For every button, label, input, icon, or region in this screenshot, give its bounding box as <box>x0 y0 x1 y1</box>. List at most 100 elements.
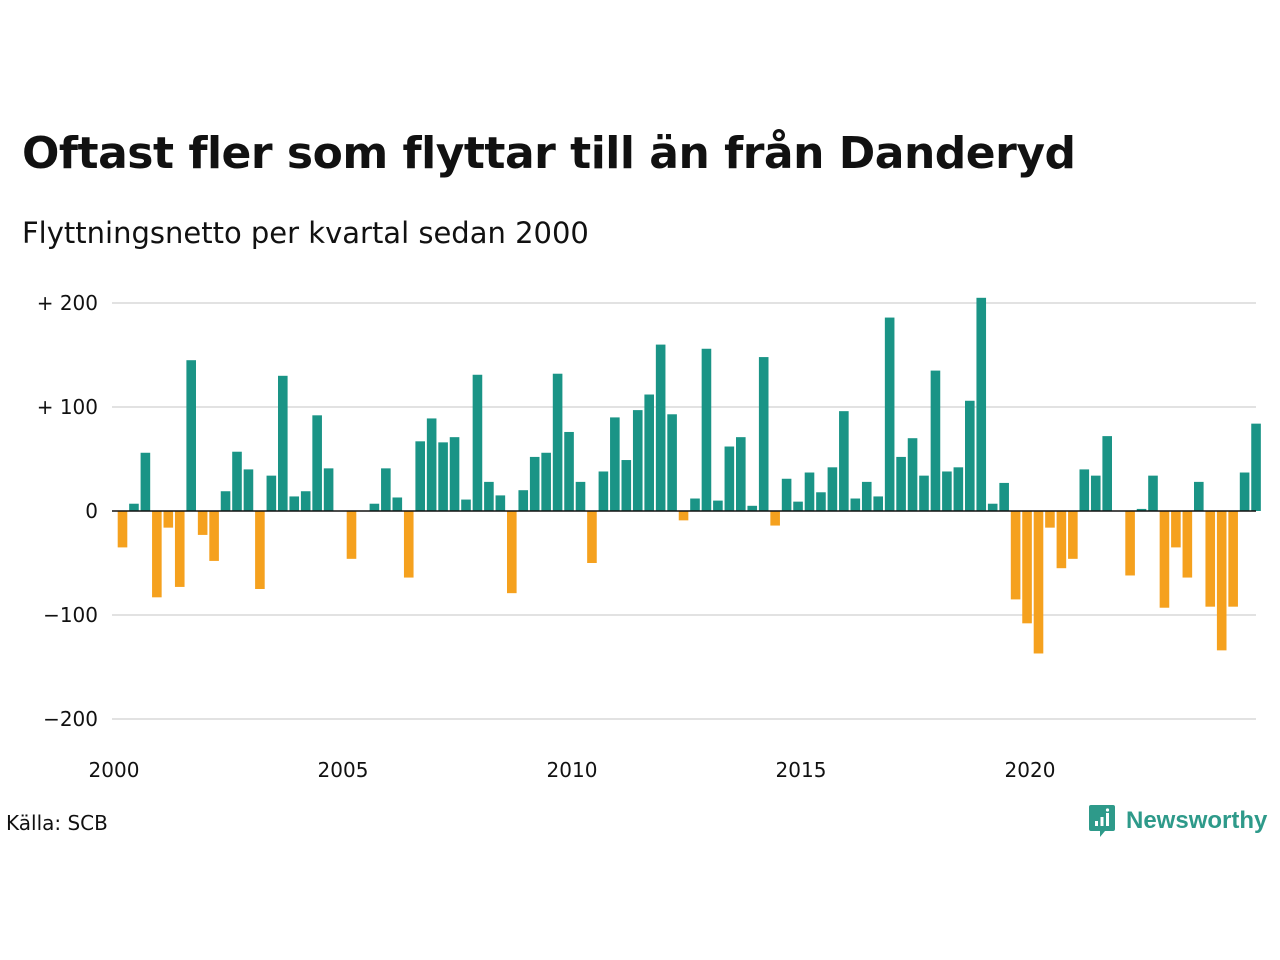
bar <box>484 481 494 511</box>
bar <box>564 431 574 511</box>
bar <box>930 370 941 511</box>
bar <box>587 511 597 563</box>
y-tick-label: −100 <box>43 603 98 627</box>
bar <box>1056 511 1067 569</box>
bar <box>552 373 563 511</box>
bar <box>403 511 414 578</box>
x-tick-label: 2010 <box>547 758 598 782</box>
chart-subtitle: Flyttningsnetto per kvartal sedan 2000 <box>22 216 589 250</box>
y-tick-label: + 100 <box>37 395 98 419</box>
y-tick-label: 0 <box>85 499 98 523</box>
bar <box>472 374 483 511</box>
bar <box>804 472 815 511</box>
bar <box>690 498 700 511</box>
bar <box>701 348 712 511</box>
bar <box>255 511 265 589</box>
bar <box>415 441 425 511</box>
bar <box>449 437 460 511</box>
bar <box>1125 511 1135 576</box>
bar <box>575 481 586 511</box>
bar <box>1010 511 1021 600</box>
chart-title: Oftast fler som flyttar till än från Dan… <box>22 128 1076 179</box>
bar <box>884 317 895 511</box>
bar <box>781 478 792 511</box>
x-tick-label: 2015 <box>776 758 827 782</box>
bar <box>999 482 1009 511</box>
bar <box>839 411 849 511</box>
bar <box>438 442 448 511</box>
bar <box>369 503 380 511</box>
bar <box>312 415 322 511</box>
bar <box>1045 511 1055 528</box>
bar <box>1239 472 1250 511</box>
bar <box>678 511 689 521</box>
bar <box>381 468 391 511</box>
newsworthy-logo-icon <box>1089 805 1115 837</box>
bar <box>1102 436 1112 511</box>
x-tick-label: 2000 <box>89 758 140 782</box>
bar <box>392 497 403 511</box>
bar <box>129 503 139 511</box>
bar <box>1194 481 1204 511</box>
bar <box>758 357 769 511</box>
bar <box>1251 423 1261 511</box>
y-tick-label: −200 <box>43 707 98 731</box>
bar <box>152 511 162 598</box>
y-tick-label: + 200 <box>37 291 98 315</box>
bar <box>850 498 861 511</box>
bar <box>942 471 952 511</box>
brand-name: Newsworthy <box>1126 807 1268 834</box>
bar <box>529 456 540 511</box>
bar <box>163 511 174 528</box>
source-label: Källa: SCB <box>6 811 108 835</box>
bar <box>278 375 288 511</box>
bar <box>632 410 643 511</box>
bar <box>1171 511 1181 548</box>
x-tick-label: 2020 <box>1005 758 1056 782</box>
bar <box>461 499 471 511</box>
bar <box>117 511 128 548</box>
bar <box>1090 475 1101 511</box>
bar <box>518 490 529 511</box>
bar <box>724 446 735 511</box>
bar <box>289 496 300 511</box>
bar <box>976 297 987 511</box>
bar <box>713 500 723 511</box>
bar <box>140 452 151 511</box>
bar <box>300 491 311 511</box>
bar <box>1205 511 1216 607</box>
bar <box>541 452 551 511</box>
bar <box>1068 511 1078 559</box>
bar <box>610 417 620 511</box>
bar <box>186 360 196 511</box>
bar <box>965 400 975 511</box>
bar <box>495 495 506 511</box>
bar <box>873 496 883 511</box>
bar-chart: + 200 + 100 0 −100 −200 2000 2005 2010 2015 2020 <box>37 291 1261 782</box>
bar <box>243 469 254 511</box>
bar <box>953 467 964 511</box>
x-tick-label: 2005 <box>318 758 369 782</box>
bar <box>1228 511 1238 607</box>
bar <box>861 481 872 511</box>
bar <box>827 467 838 511</box>
brand-logo: Newsworthy <box>1088 803 1267 839</box>
bar <box>1136 508 1147 511</box>
bar <box>747 505 758 511</box>
bar <box>667 414 677 511</box>
bar <box>1182 511 1193 578</box>
bar <box>232 451 242 511</box>
bar <box>197 511 208 535</box>
bar <box>770 511 780 526</box>
bar <box>1148 475 1158 511</box>
bar <box>1159 511 1170 608</box>
bar <box>655 344 666 511</box>
bar <box>598 471 609 511</box>
bar <box>896 456 906 511</box>
bar <box>220 491 231 511</box>
bar <box>346 511 357 559</box>
bar <box>209 511 219 561</box>
bar <box>426 418 437 511</box>
bar <box>919 475 929 511</box>
bar <box>1216 511 1227 651</box>
